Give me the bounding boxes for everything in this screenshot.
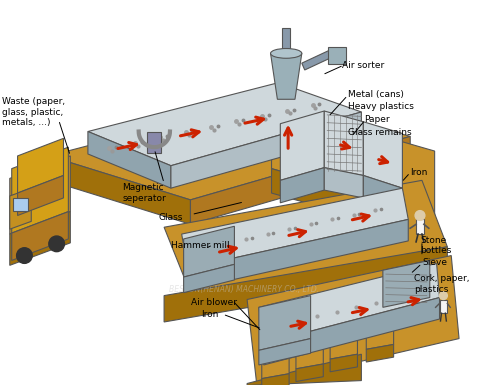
- Polygon shape: [330, 354, 358, 372]
- Ellipse shape: [271, 48, 302, 58]
- Polygon shape: [272, 168, 434, 239]
- Text: BESTON(HENAN) MACHINERY CO., LTD.: BESTON(HENAN) MACHINERY CO., LTD.: [169, 285, 319, 294]
- Polygon shape: [171, 112, 361, 188]
- FancyBboxPatch shape: [440, 300, 447, 313]
- Polygon shape: [271, 53, 302, 99]
- Polygon shape: [280, 111, 324, 180]
- Polygon shape: [296, 364, 324, 381]
- Polygon shape: [164, 247, 447, 322]
- FancyBboxPatch shape: [416, 220, 424, 234]
- FancyBboxPatch shape: [328, 46, 346, 64]
- Text: Waste (paper,
glass, plastic,
metals, ...): Waste (paper, glass, plastic, metals, ..…: [2, 98, 65, 127]
- Polygon shape: [264, 298, 440, 365]
- Polygon shape: [18, 138, 63, 193]
- Polygon shape: [259, 296, 311, 350]
- Polygon shape: [272, 104, 434, 214]
- Polygon shape: [184, 264, 234, 292]
- Text: Magnetic
seperator: Magnetic seperator: [122, 183, 166, 203]
- Polygon shape: [88, 83, 361, 166]
- Polygon shape: [88, 131, 171, 188]
- Polygon shape: [366, 326, 394, 349]
- Polygon shape: [330, 336, 358, 359]
- Polygon shape: [12, 212, 68, 261]
- Circle shape: [49, 236, 64, 252]
- Text: Glass: Glass: [158, 213, 182, 222]
- FancyBboxPatch shape: [282, 28, 290, 55]
- Polygon shape: [10, 156, 71, 234]
- Polygon shape: [49, 156, 191, 224]
- Polygon shape: [184, 226, 234, 277]
- Polygon shape: [324, 168, 363, 198]
- Polygon shape: [383, 261, 430, 307]
- FancyBboxPatch shape: [12, 198, 28, 211]
- Text: Sieve: Sieve: [422, 259, 447, 268]
- Polygon shape: [262, 374, 289, 390]
- Text: Cork, paper,
plastics: Cork, paper, plastics: [414, 274, 469, 294]
- Polygon shape: [324, 111, 363, 176]
- Polygon shape: [12, 147, 68, 233]
- Text: Paper: Paper: [364, 115, 390, 124]
- Circle shape: [17, 248, 32, 263]
- Polygon shape: [247, 255, 459, 385]
- Polygon shape: [181, 188, 408, 268]
- Text: Metal (cans): Metal (cans): [348, 90, 404, 99]
- Circle shape: [440, 292, 447, 300]
- Polygon shape: [302, 50, 334, 70]
- FancyBboxPatch shape: [147, 131, 161, 153]
- Text: Air blower: Air blower: [192, 298, 238, 307]
- Polygon shape: [188, 220, 408, 290]
- Polygon shape: [18, 176, 63, 216]
- Polygon shape: [10, 188, 31, 229]
- Polygon shape: [49, 98, 410, 200]
- Circle shape: [415, 211, 425, 220]
- Polygon shape: [164, 180, 447, 296]
- Text: Iron: Iron: [201, 310, 218, 319]
- Polygon shape: [247, 354, 361, 385]
- Polygon shape: [363, 176, 402, 210]
- Polygon shape: [262, 355, 289, 379]
- Text: Hammer mill: Hammer mill: [171, 241, 229, 250]
- Polygon shape: [280, 168, 324, 203]
- Text: Glass remains: Glass remains: [348, 128, 411, 136]
- Text: Air sorter: Air sorter: [342, 61, 384, 70]
- Text: Stone
bottles: Stone bottles: [420, 236, 451, 255]
- Polygon shape: [259, 339, 311, 365]
- Polygon shape: [259, 263, 440, 344]
- Polygon shape: [366, 344, 394, 362]
- Polygon shape: [363, 122, 402, 188]
- Polygon shape: [10, 212, 71, 265]
- Polygon shape: [296, 346, 324, 369]
- Text: Iron: Iron: [410, 168, 428, 177]
- Polygon shape: [191, 136, 410, 224]
- Text: Heavy plastics: Heavy plastics: [348, 102, 414, 111]
